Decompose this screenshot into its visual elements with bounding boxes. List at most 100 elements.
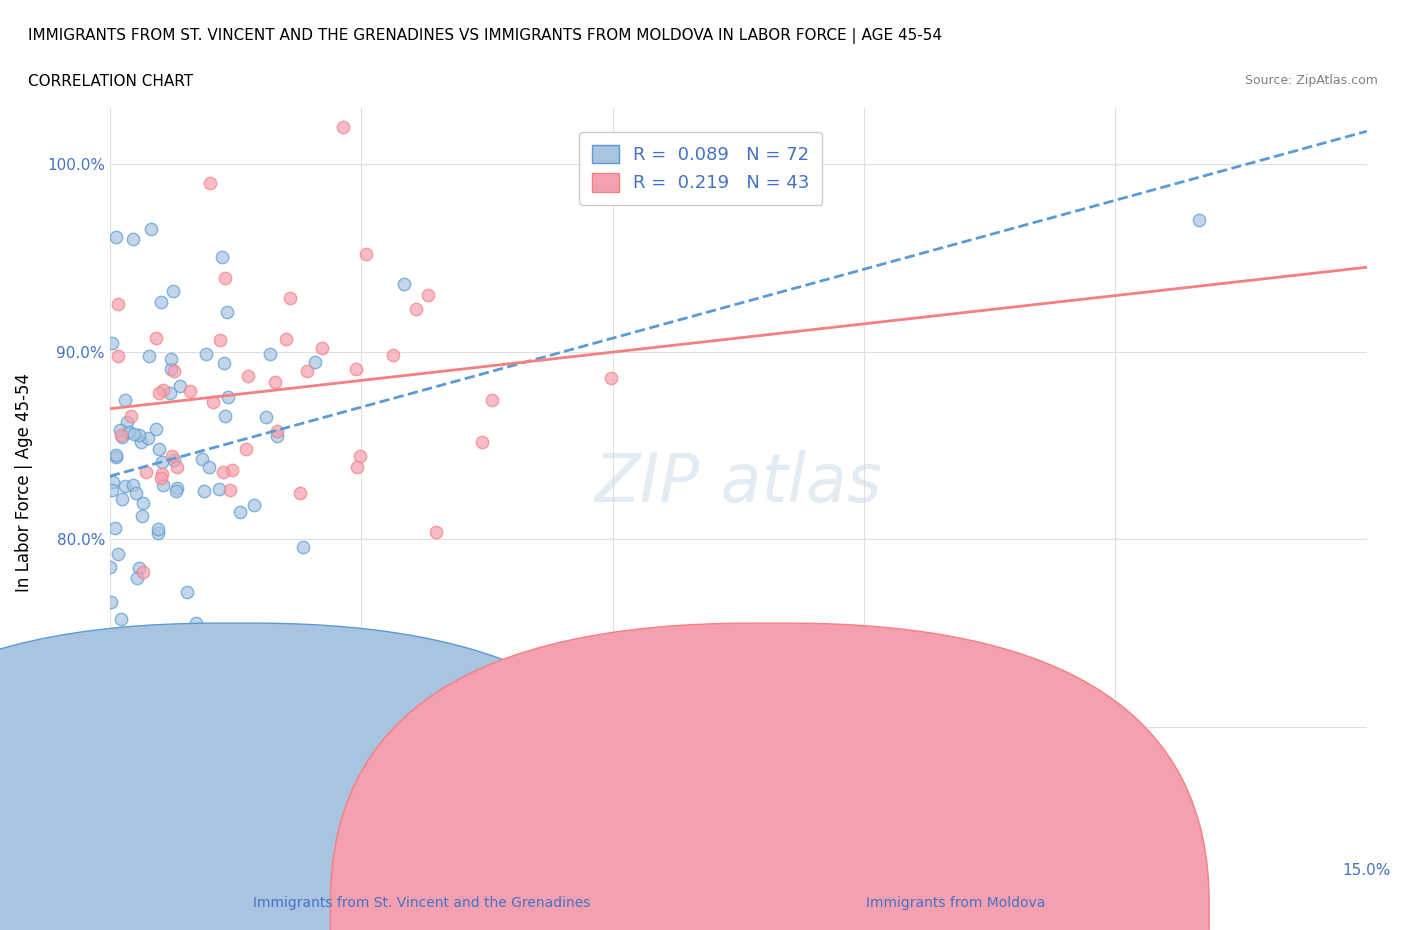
Point [152,383,174,398]
Point [290,486,312,501]
Point [160,362,183,377]
Point [235,442,257,457]
Point [160,448,183,463]
Point [110,428,132,443]
Text: ZIP atlas: ZIP atlas [595,450,882,516]
Point [122,477,145,492]
Point [266,423,288,438]
Point [214,355,236,370]
Point [110,611,132,626]
Point [1188,213,1211,228]
Point [150,295,173,310]
Point [107,776,129,790]
Point [304,355,326,370]
Point [148,442,170,457]
Point [150,454,173,469]
Point [122,427,145,442]
Point [229,505,252,520]
Point [148,385,170,400]
Point [165,484,187,498]
Point [159,352,181,366]
Text: Immigrants from Moldova: Immigrants from Moldova [866,896,1046,910]
Point [114,479,136,494]
Point [215,304,238,319]
Point [183,642,205,657]
Point [145,331,167,346]
Point [166,459,188,474]
Point [122,232,145,246]
Text: Source: ZipAtlas.com: Source: ZipAtlas.com [1244,74,1378,87]
Point [152,477,174,492]
Point [104,230,127,245]
Point [128,428,150,443]
Point [198,459,221,474]
Point [349,449,371,464]
Point [259,346,281,361]
Point [107,349,129,364]
Point [124,639,146,654]
Point [111,492,134,507]
Point [211,249,233,264]
Point [221,462,243,477]
Point [200,176,222,191]
Point [118,425,141,440]
Point [162,284,184,299]
Point [481,392,503,407]
Point [354,246,377,261]
Point [194,347,217,362]
Point [115,415,138,430]
Point [111,430,134,445]
Point [104,521,127,536]
Point [218,482,240,497]
Point [163,453,186,468]
Point [98,560,121,575]
Point [382,348,405,363]
Point [166,480,188,495]
Point [159,385,181,400]
Point [105,447,128,462]
Point [107,297,129,312]
Point [425,525,447,539]
Point [202,395,225,410]
Point [471,434,494,449]
Point [114,392,136,407]
Point [274,331,297,346]
Point [212,464,235,479]
Point [254,409,277,424]
Point [332,119,354,134]
Point [169,379,191,393]
Point [139,221,162,236]
Point [132,496,155,511]
Point [138,349,160,364]
Point [146,525,169,540]
Text: CORRELATION CHART: CORRELATION CHART [28,74,193,89]
Point [125,485,148,500]
Point [600,371,623,386]
Point [264,375,287,390]
Text: IMMIGRANTS FROM ST. VINCENT AND THE GRENADINES VS IMMIGRANTS FROM MOLDOVA IN LAB: IMMIGRANTS FROM ST. VINCENT AND THE GREN… [28,28,942,44]
Point [163,364,186,379]
Point [128,561,150,576]
Point [105,449,128,464]
Point [208,333,231,348]
Point [208,481,231,496]
Point [100,595,122,610]
Point [101,336,124,351]
Point [145,421,167,436]
Point [101,475,124,490]
Point [311,340,333,355]
Point [101,483,124,498]
Point [146,522,169,537]
Point [193,484,215,498]
Point [107,547,129,562]
Point [217,390,239,405]
Point [214,409,236,424]
Point [179,384,201,399]
Point [125,571,148,586]
Point [135,465,157,480]
Point [108,423,131,438]
Point [295,364,318,379]
Legend: R =  0.089   N = 72, R =  0.219   N = 43: R = 0.089 N = 72, R = 0.219 N = 43 [579,132,823,205]
Point [243,497,266,512]
Point [174,631,197,646]
